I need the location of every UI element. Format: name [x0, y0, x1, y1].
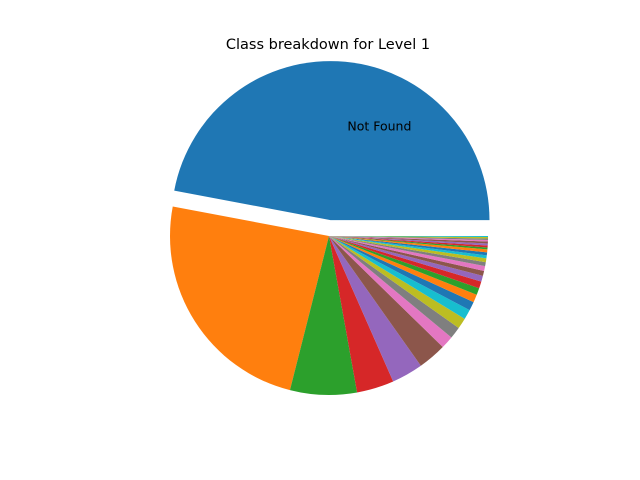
pie-slice-11 [329, 236, 474, 311]
pie-slice-27 [329, 236, 488, 242]
pie-slice-9 [329, 236, 465, 328]
pie-slice-19 [329, 236, 487, 263]
pie-slices [170, 61, 490, 395]
pie-slice-18 [329, 236, 486, 267]
pie-slice-28 [329, 236, 488, 240]
pie-slice-13 [329, 236, 480, 295]
pie-slice-4 [329, 236, 394, 393]
pie-slice-6 [329, 236, 443, 366]
pie-slice-30 [329, 236, 488, 237]
pie-slice-12 [329, 236, 477, 303]
pie-slice-15 [329, 236, 483, 282]
pie-slice-1 [174, 61, 490, 221]
pie-slice-22 [329, 236, 488, 253]
pie-slice-7 [329, 236, 452, 348]
pie-slice-17 [329, 236, 486, 272]
chart-title: Class breakdown for Level 1 [226, 37, 430, 53]
pie-slice-5 [329, 236, 421, 382]
slice-labels: Not Found [347, 118, 411, 133]
pie-slice-24 [329, 236, 488, 248]
pie-slice-25 [329, 236, 488, 246]
pie-slice-21 [329, 236, 488, 256]
pie-slice-2 [170, 206, 329, 391]
pie-slice-16 [329, 236, 485, 276]
slice-label-1: Not Found [347, 118, 411, 133]
pie-slice-20 [329, 236, 487, 259]
pie-slice-26 [329, 236, 488, 244]
pie-slice-3 [289, 236, 358, 395]
pie-slice-10 [329, 236, 470, 319]
pie-slice-8 [329, 236, 459, 338]
pie-slice-14 [329, 236, 482, 289]
pie-slice-29 [329, 236, 488, 239]
pie-slice-23 [329, 236, 488, 250]
